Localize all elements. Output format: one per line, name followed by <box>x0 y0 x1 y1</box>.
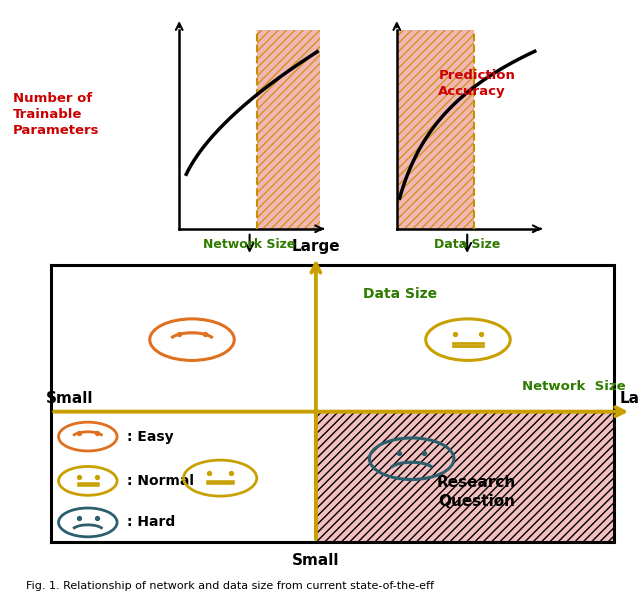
Text: Data Size: Data Size <box>364 287 438 301</box>
Text: : Normal: : Normal <box>127 474 194 488</box>
Bar <box>316 412 614 542</box>
Bar <box>397 30 474 229</box>
Text: Data Size: Data Size <box>434 238 500 251</box>
Text: : Hard: : Hard <box>127 515 175 529</box>
Text: Prediction
Accuracy: Prediction Accuracy <box>438 69 515 98</box>
Text: Fig. 1. Relationship of network and data size from current state-of-the-eff: Fig. 1. Relationship of network and data… <box>26 581 434 591</box>
Text: Network Size: Network Size <box>204 238 296 251</box>
Text: Number of
Trainable
Parameters: Number of Trainable Parameters <box>13 92 99 137</box>
Text: Large: Large <box>620 391 640 406</box>
Text: : Easy: : Easy <box>127 430 174 444</box>
Text: Research
Question: Research Question <box>436 474 516 509</box>
Text: Small: Small <box>45 391 93 406</box>
Text: Large: Large <box>292 239 340 254</box>
Text: Network  Size: Network Size <box>522 380 626 393</box>
Bar <box>257 30 320 229</box>
Text: Small: Small <box>292 553 340 568</box>
